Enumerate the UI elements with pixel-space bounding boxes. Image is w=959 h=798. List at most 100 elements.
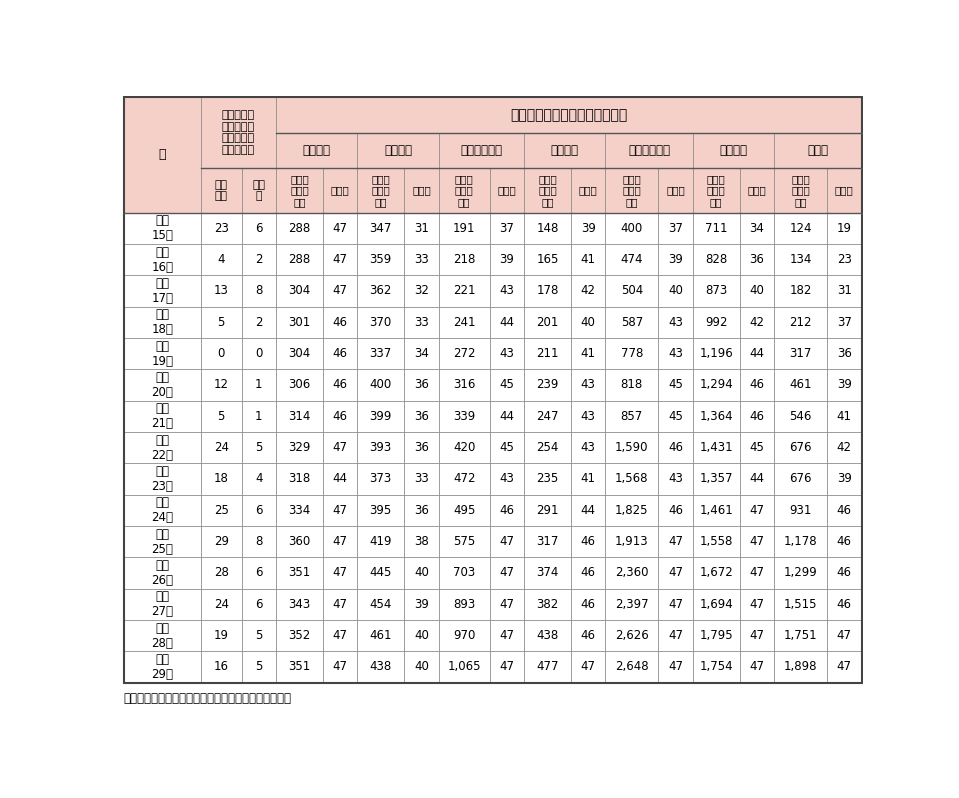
Bar	[404, 338, 438, 369]
Bar	[276, 168, 323, 212]
Bar	[323, 401, 358, 432]
Bar	[774, 463, 827, 495]
Bar	[827, 651, 861, 682]
Bar	[525, 526, 571, 557]
Text: 団体数: 団体数	[579, 185, 597, 196]
Text: 平成
20年: 平成 20年	[152, 371, 174, 399]
Text: 平成
17年: 平成 17年	[152, 277, 174, 305]
Bar	[525, 463, 571, 495]
Text: 1,364: 1,364	[699, 409, 733, 423]
Text: 締結先
団体数
合計: 締結先 団体数 合計	[791, 174, 810, 207]
Bar	[605, 620, 658, 651]
Bar	[827, 589, 861, 620]
Bar	[827, 369, 861, 401]
Bar	[323, 526, 358, 557]
Text: 46: 46	[580, 629, 596, 642]
Bar	[605, 557, 658, 589]
Bar	[489, 432, 525, 463]
Text: 19: 19	[837, 222, 852, 235]
Bar	[605, 132, 692, 168]
Text: 46: 46	[837, 535, 852, 548]
Text: 47: 47	[668, 567, 683, 579]
Bar	[605, 651, 658, 682]
Text: 182: 182	[789, 284, 812, 298]
Bar	[692, 168, 739, 212]
Text: 778: 778	[620, 347, 643, 360]
Text: 546: 546	[789, 409, 812, 423]
Text: 1,065: 1,065	[448, 661, 480, 674]
Bar	[242, 495, 276, 526]
Bar	[739, 168, 774, 212]
Bar	[658, 589, 692, 620]
Text: 8: 8	[255, 535, 263, 548]
Bar	[438, 212, 489, 244]
Text: 報道協定: 報道協定	[384, 144, 412, 157]
Text: 39: 39	[414, 598, 429, 610]
Text: 148: 148	[536, 222, 559, 235]
Bar	[242, 306, 276, 338]
Text: 46: 46	[837, 598, 852, 610]
Text: 47: 47	[749, 535, 764, 548]
Bar	[739, 338, 774, 369]
Text: 平成
27年: 平成 27年	[152, 591, 174, 618]
Bar	[571, 212, 605, 244]
Bar	[242, 620, 276, 651]
Bar	[358, 401, 404, 432]
Bar	[323, 463, 358, 495]
Bar	[489, 526, 525, 557]
Text: 18: 18	[214, 472, 228, 485]
Text: 6: 6	[255, 598, 263, 610]
Bar	[404, 369, 438, 401]
Bar	[658, 168, 692, 212]
Bar	[605, 432, 658, 463]
Bar	[489, 212, 525, 244]
Text: 382: 382	[536, 598, 559, 610]
Bar	[827, 244, 861, 275]
Bar	[827, 401, 861, 432]
Bar	[489, 275, 525, 306]
Text: 362: 362	[369, 284, 392, 298]
Bar	[200, 338, 242, 369]
Bar	[525, 338, 571, 369]
Text: 33: 33	[414, 316, 429, 329]
Text: 370: 370	[369, 316, 392, 329]
Bar	[242, 168, 276, 212]
Text: 33: 33	[414, 472, 429, 485]
Text: 34: 34	[414, 347, 429, 360]
Bar	[525, 306, 571, 338]
Text: 351: 351	[289, 567, 311, 579]
Text: 36: 36	[414, 441, 429, 454]
Text: 301: 301	[289, 316, 311, 329]
Text: 団体
数: 団体 数	[252, 180, 266, 201]
Bar	[774, 369, 827, 401]
Bar	[692, 244, 739, 275]
Bar	[438, 369, 489, 401]
Text: 43: 43	[581, 441, 596, 454]
Bar	[124, 306, 200, 338]
Text: 締結先
団体数
合計: 締結先 団体数 合計	[290, 174, 309, 207]
Bar	[438, 401, 489, 432]
Text: 40: 40	[668, 284, 683, 298]
Text: 5: 5	[255, 629, 263, 642]
Bar	[276, 526, 323, 557]
Text: 出典：消防庁「地方防災行政の現況」より内閣府作成: 出典：消防庁「地方防災行政の現況」より内閣府作成	[124, 692, 292, 705]
Bar	[827, 212, 861, 244]
Bar	[692, 275, 739, 306]
Bar	[242, 212, 276, 244]
Bar	[739, 432, 774, 463]
Text: 平成
16年: 平成 16年	[152, 246, 174, 274]
Text: 43: 43	[500, 347, 514, 360]
Text: 民間機関等との応援協定の状況: 民間機関等との応援協定の状況	[510, 108, 627, 122]
Text: 1,694: 1,694	[699, 598, 733, 610]
Bar	[525, 244, 571, 275]
Text: 38: 38	[414, 535, 429, 548]
Bar	[124, 369, 200, 401]
Bar	[489, 168, 525, 212]
Text: 351: 351	[289, 661, 311, 674]
Bar	[323, 432, 358, 463]
Text: 43: 43	[581, 409, 596, 423]
Text: 25: 25	[214, 504, 228, 517]
Text: 41: 41	[837, 409, 852, 423]
Text: 254: 254	[536, 441, 559, 454]
Bar	[489, 589, 525, 620]
